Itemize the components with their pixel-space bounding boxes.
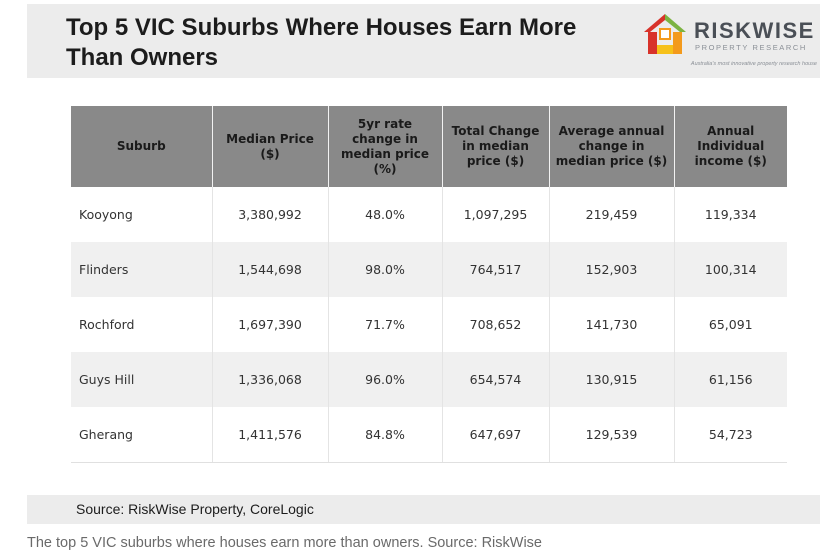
table-cell: 100,314 bbox=[674, 242, 787, 297]
table-cell: 1,336,068 bbox=[212, 352, 329, 407]
source-bar: Source: RiskWise Property, CoreLogic bbox=[27, 495, 820, 524]
table-cell: 119,334 bbox=[674, 187, 787, 242]
suburb-cell: Kooyong bbox=[71, 187, 213, 242]
logo-name: RISKWISE bbox=[694, 18, 815, 43]
column-header: Annual Individual income ($) bbox=[674, 106, 787, 187]
page-title: Top 5 VIC Suburbs Where Houses Earn More… bbox=[66, 14, 577, 71]
table-cell: 708,652 bbox=[442, 297, 550, 352]
table-cell: 3,380,992 bbox=[212, 187, 329, 242]
table-cell: 1,697,390 bbox=[212, 297, 329, 352]
table-header-row: Suburb Median Price ($) 5yr rate change … bbox=[71, 106, 787, 187]
table-cell: 61,156 bbox=[674, 352, 787, 407]
riskwise-logo: RISKWISE PROPERTY RESEARCH Australia's m… bbox=[642, 12, 817, 72]
logo-tagline: Australia's most innovative property res… bbox=[690, 61, 817, 67]
table-cell: 654,574 bbox=[442, 352, 550, 407]
suburb-cell: Guys Hill bbox=[71, 352, 213, 407]
table-cell: 152,903 bbox=[549, 242, 675, 297]
table-cell: 130,915 bbox=[549, 352, 675, 407]
table-cell: 71.7% bbox=[328, 297, 443, 352]
suburb-cell: Rochford bbox=[71, 297, 213, 352]
column-header: 5yr rate change in median price (%) bbox=[328, 106, 443, 187]
table-row: Guys Hill 1,336,068 96.0% 654,574 130,91… bbox=[71, 352, 787, 407]
title-banner: Top 5 VIC Suburbs Where Houses Earn More… bbox=[27, 4, 820, 78]
image-caption: The top 5 VIC suburbs where houses earn … bbox=[27, 535, 542, 551]
logo-subtitle: PROPERTY RESEARCH bbox=[695, 43, 807, 52]
house-logo-icon bbox=[644, 14, 686, 54]
source-text: Source: RiskWise Property, CoreLogic bbox=[76, 501, 314, 517]
suburb-cell: Flinders bbox=[71, 242, 213, 297]
column-header: Total Change in median price ($) bbox=[442, 106, 550, 187]
table-cell: 764,517 bbox=[442, 242, 550, 297]
table-row: Gherang 1,411,576 84.8% 647,697 129,539 … bbox=[71, 407, 787, 463]
table-row: Flinders 1,544,698 98.0% 764,517 152,903… bbox=[71, 242, 787, 297]
table-cell: 96.0% bbox=[328, 352, 443, 407]
column-header: Median Price ($) bbox=[212, 106, 329, 187]
table-cell: 141,730 bbox=[549, 297, 675, 352]
suburb-table: Suburb Median Price ($) 5yr rate change … bbox=[71, 106, 787, 463]
table-cell: 1,097,295 bbox=[442, 187, 550, 242]
table-cell: 84.8% bbox=[328, 407, 443, 463]
table-cell: 129,539 bbox=[549, 407, 675, 463]
table-cell: 1,544,698 bbox=[212, 242, 329, 297]
table-cell: 98.0% bbox=[328, 242, 443, 297]
column-header: Suburb bbox=[71, 106, 213, 187]
table-cell: 219,459 bbox=[549, 187, 675, 242]
table-row: Rochford 1,697,390 71.7% 708,652 141,730… bbox=[71, 297, 787, 352]
table-cell: 48.0% bbox=[328, 187, 443, 242]
table-row: Kooyong 3,380,992 48.0% 1,097,295 219,45… bbox=[71, 187, 787, 242]
table-cell: 54,723 bbox=[674, 407, 787, 463]
table-cell: 1,411,576 bbox=[212, 407, 329, 463]
table-cell: 647,697 bbox=[442, 407, 550, 463]
column-header: Average annual change in median price ($… bbox=[549, 106, 675, 187]
suburb-cell: Gherang bbox=[71, 407, 213, 463]
table-cell: 65,091 bbox=[674, 297, 787, 352]
